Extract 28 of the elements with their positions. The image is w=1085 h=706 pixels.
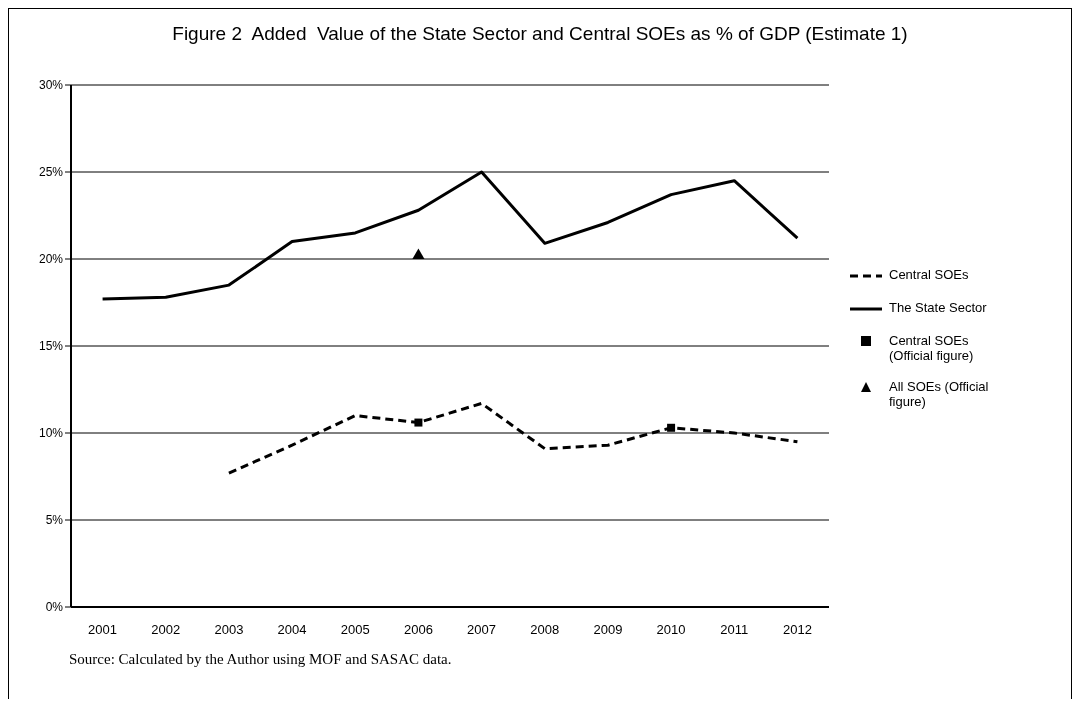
x-tick-label: 2004: [277, 622, 307, 638]
x-tick-label: 2010: [656, 622, 686, 638]
point: [412, 248, 425, 260]
x-tick-label: 2006: [403, 622, 433, 638]
x-tick-label: 2011: [720, 622, 749, 638]
y-tick-label: 20%: [38, 252, 64, 267]
x-tick-label: 2002: [151, 622, 181, 638]
y-tick-label: 25%: [38, 165, 64, 180]
y-tick-label: 5%: [45, 513, 64, 528]
y-tick-label: 15%: [38, 339, 64, 354]
y-tick-label: 30%: [38, 78, 64, 93]
x-tick-label: 2009: [593, 622, 623, 638]
source-note: Source: Calculated by the Author using MOF and SASAC data.: [69, 651, 453, 668]
legend-label: Central SOEs: [889, 267, 970, 282]
legend-label: The State Sector: [889, 300, 988, 315]
x-tick-label: 2005: [340, 622, 370, 638]
x-tick-label: 2012: [782, 622, 812, 638]
legend-label: All SOEs (Official figure): [889, 379, 990, 409]
x-tick-label: 2001: [88, 622, 118, 638]
y-tick-label: 10%: [38, 426, 64, 441]
point: [667, 423, 676, 432]
point: [414, 418, 423, 427]
legend-label: Central SOEs (Official figure): [889, 333, 975, 363]
y-tick-label: 0%: [45, 600, 64, 615]
x-tick-label: 2008: [530, 622, 560, 638]
x-tick-label: 2003: [214, 622, 244, 638]
chart-title: Figure 2 Added Value of the State Sector and Central SOEs as % of GDP (Estimate 1): [171, 23, 909, 45]
x-tick-label: 2007: [467, 622, 497, 638]
